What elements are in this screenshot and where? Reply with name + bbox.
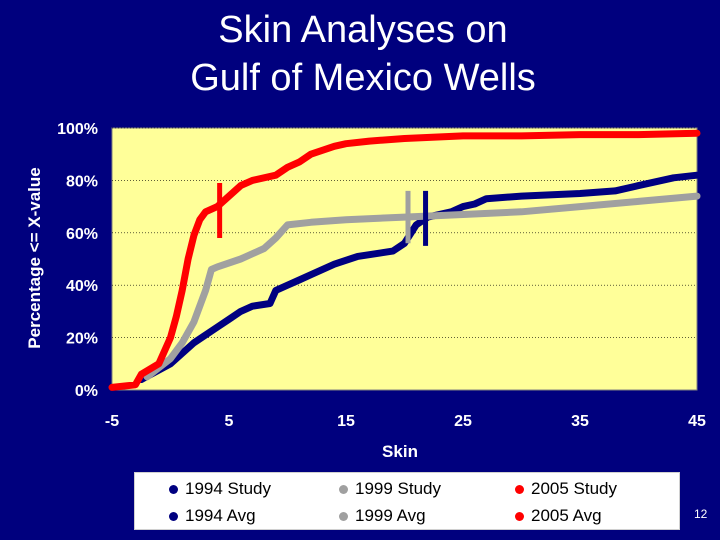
plot-area (111, 127, 698, 391)
x-tick-label: 25 (454, 413, 472, 430)
legend-marker-1994-avg (169, 511, 178, 521)
x-axis-title: Skin (382, 442, 418, 461)
legend-marker-1999-avg (339, 511, 348, 521)
x-tick-label: 35 (571, 413, 589, 430)
slide-title: Skin Analyses on Gulf of Mexico Wells (0, 6, 720, 102)
legend-item-2005-avg: 2005 Avg (515, 506, 602, 526)
x-tick-label: -5 (105, 413, 119, 430)
legend-item-1999-study: 1999 Study (339, 479, 441, 499)
legend-label-1994-study: 1994 Study (185, 479, 272, 498)
y-tick-label: 100% (57, 121, 98, 138)
y-axis-title: Percentage <= X-value (25, 167, 44, 348)
series-line-1999-study (143, 192, 701, 381)
title-line-2: Gulf of Mexico Wells (190, 57, 536, 99)
legend-marker-1994-study (169, 484, 178, 494)
legend-item-1994-study: 1994 Study (169, 479, 271, 499)
x-tick-label: 5 (225, 413, 234, 430)
legend-marker-1999-study (339, 484, 348, 494)
legend-label-1994-avg: 1994 Avg (185, 506, 256, 525)
legend-marker-2005-study (515, 484, 524, 494)
legend-item-1994-avg: 1994 Avg (169, 506, 256, 526)
legend-label-1999-study: 1999 Study (355, 479, 442, 498)
series-line-2005-study (108, 129, 701, 391)
legend-item-2005-study: 2005 Study (515, 479, 617, 499)
legend-label-1999-avg: 1999 Avg (355, 506, 426, 525)
y-tick-label: 0% (75, 383, 98, 400)
legend-marker-2005-avg (515, 511, 524, 521)
y-tick-label: 40% (66, 278, 98, 295)
x-tick-label: 15 (337, 413, 355, 430)
y-tick-label: 20% (66, 331, 98, 348)
y-tick-label: 60% (66, 226, 98, 243)
title-line-1: Skin Analyses on (218, 9, 508, 51)
slide-number: 12 (694, 507, 708, 521)
series-line-1994-study (137, 171, 701, 383)
x-tick-label: 45 (688, 413, 706, 430)
chart-legend: 1994 Study 1999 Study 2005 Study 1994 Av… (134, 472, 680, 530)
legend-label-2005-study: 2005 Study (531, 479, 618, 498)
y-tick-label: 80% (66, 173, 98, 190)
legend-item-1999-avg: 1999 Avg (339, 506, 426, 526)
legend-label-2005-avg: 2005 Avg (531, 506, 602, 525)
